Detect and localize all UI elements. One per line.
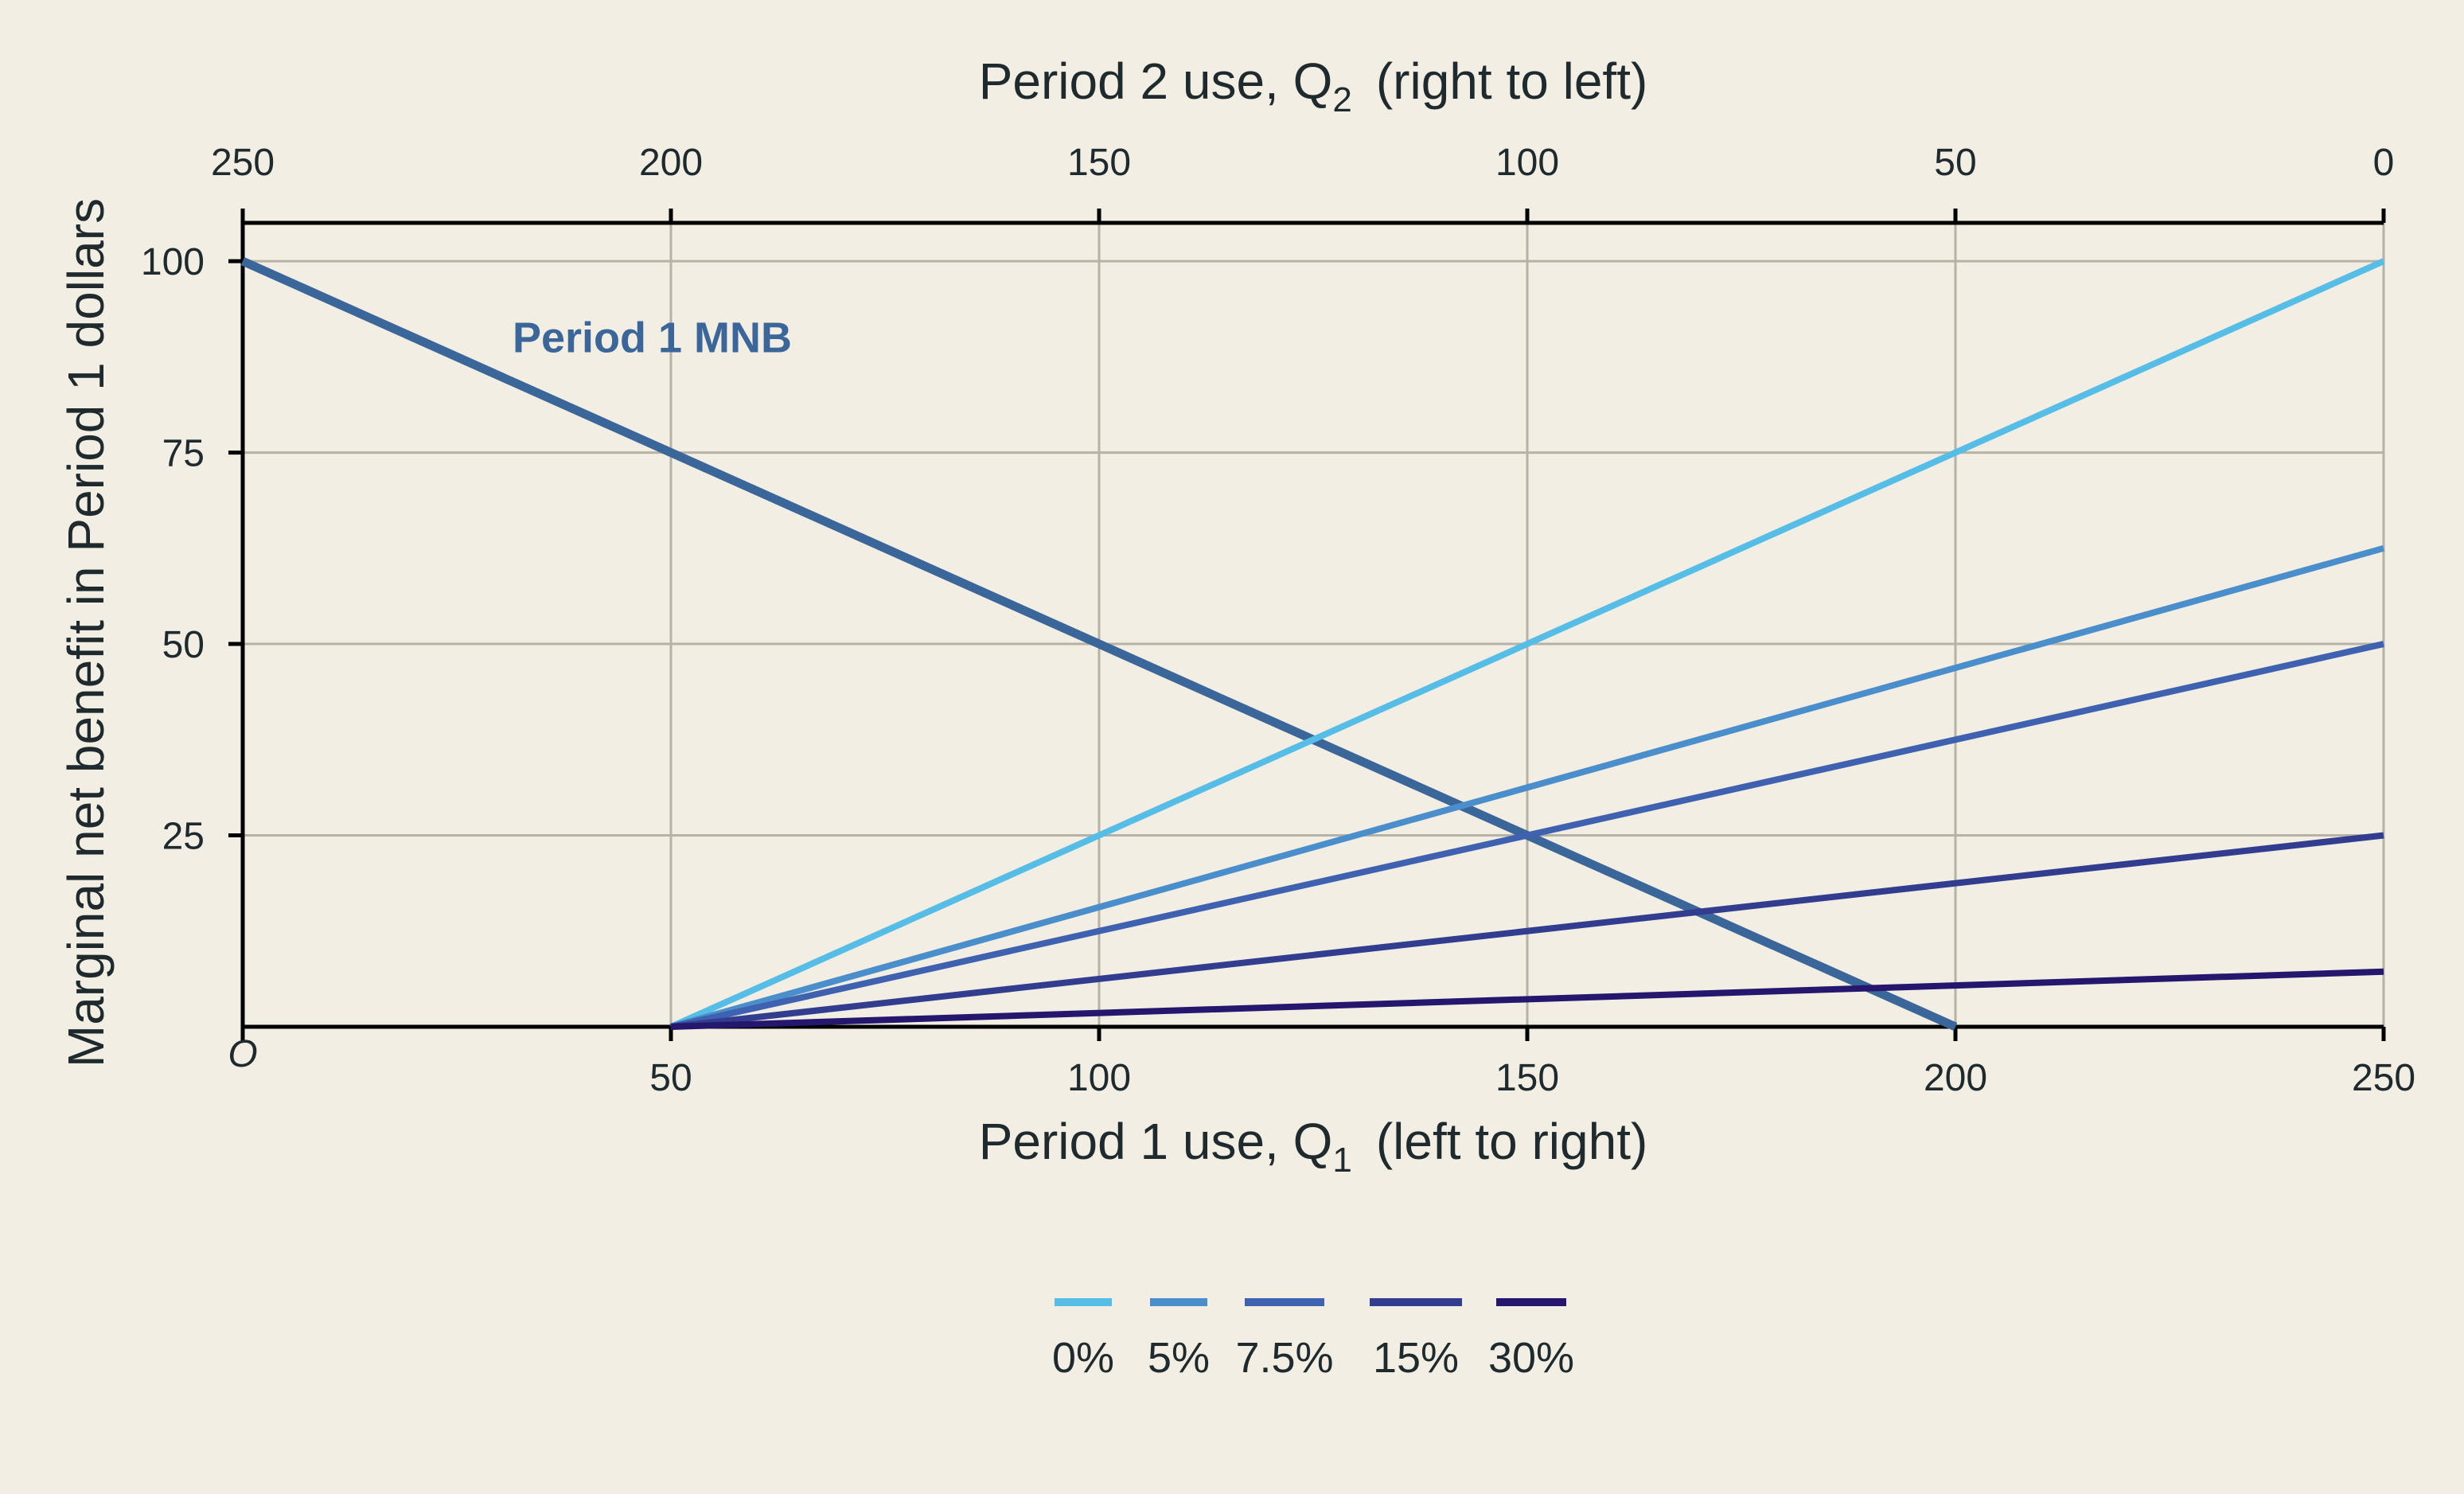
series-line-0- <box>669 258 2385 1030</box>
y-axis-title: Marginal net benefit in Period 1 dollars <box>57 198 115 1067</box>
x-top-tick-label: 200 <box>639 142 703 184</box>
series-line-7-5- <box>670 641 2384 1030</box>
series-line-15- <box>670 832 2384 1030</box>
x-top-axis-title: Period 2 use, Q2 (right to left) <box>979 53 1648 119</box>
x-bottom-tick-label: 50 <box>649 1057 692 1099</box>
legend-label: 5% <box>1148 1334 1210 1382</box>
y-tick-label: 50 <box>162 624 205 666</box>
series-line-period-1-mnb <box>240 257 1958 1032</box>
x-bottom-tick-label: 250 <box>2352 1057 2415 1099</box>
series-line-5- <box>669 544 2385 1030</box>
x-bottom-axis-title: Period 1 use, Q1 (left to right) <box>979 1113 1648 1180</box>
legend-label: 0% <box>1052 1334 1114 1382</box>
x-bottom-tick-label: 150 <box>1495 1057 1559 1099</box>
grid <box>243 223 2385 1027</box>
y-tick-label: 100 <box>141 241 205 283</box>
y-tick-label: 75 <box>162 433 205 475</box>
legend-label: 7.5% <box>1235 1334 1333 1382</box>
series-line-30- <box>670 968 2384 1030</box>
legend-label: 30% <box>1488 1334 1574 1382</box>
x-bottom-tick-label: 200 <box>1924 1057 1987 1099</box>
series <box>240 257 2385 1032</box>
x-top-tick-label: 0 <box>2373 142 2395 184</box>
y-tick-label: 25 <box>162 816 205 858</box>
x-top-tick-label: 100 <box>1495 142 1559 184</box>
x-bottom-tick-label: 100 <box>1067 1057 1131 1099</box>
x-top-tick-label: 50 <box>1934 142 1976 184</box>
x-top-tick-label: 150 <box>1067 142 1131 184</box>
legend: 0% 5% 7.5% 15% 30% <box>1052 1298 1574 1382</box>
x-top-tick-label: 250 <box>211 142 275 184</box>
annotation-period1-mnb: Period 1 MNB <box>513 314 792 361</box>
x-bottom-tick-label: O <box>228 1033 257 1075</box>
axes <box>228 209 2386 1041</box>
labels: O 50 100 150 200 250 250 200 150 100 50 0 25 50 75 100 P… <box>57 53 2415 1180</box>
legend-label: 15% <box>1373 1334 1459 1382</box>
